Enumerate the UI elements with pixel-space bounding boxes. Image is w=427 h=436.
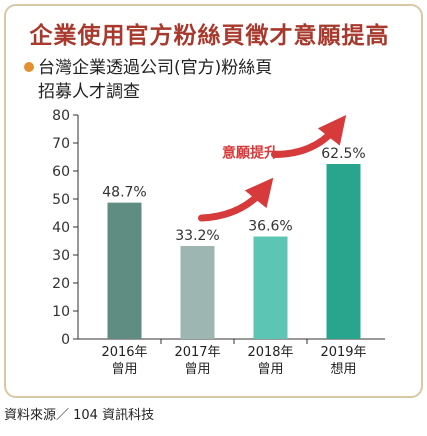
y-tick-label: 0 (61, 332, 70, 348)
x-tick-label-year: 2019年 (320, 345, 366, 360)
bar-value-label: 33.2% (175, 228, 219, 244)
source-note: 資料來源／ 104 資訊科技 (4, 408, 155, 423)
bar (253, 236, 288, 339)
bar-value-label: 62.5% (321, 146, 365, 162)
rise-arrow-icon (271, 115, 347, 159)
bar-value-label: 36.6% (248, 219, 292, 235)
x-tick-label-usage: 曾用 (111, 362, 137, 377)
x-tick-label-year: 2018年 (247, 345, 293, 360)
annotation-label: 意願提升 (222, 145, 278, 162)
bar-value-label: 48.7% (102, 185, 146, 201)
bullet-dot-icon (24, 62, 34, 72)
y-tick-label: 70 (52, 136, 70, 152)
subtitle-line-2: 招募人才調查 (38, 82, 140, 102)
y-tick-label: 50 (52, 192, 70, 208)
y-tick-label: 10 (52, 304, 70, 320)
y-tick-label: 60 (52, 164, 70, 180)
x-tick-label-year: 2016年 (101, 345, 147, 360)
x-tick-label-usage: 曾用 (184, 362, 210, 377)
bar (326, 164, 361, 339)
x-tick-label-year: 2017年 (174, 345, 220, 360)
x-tick-label-usage: 想用 (330, 361, 356, 377)
y-tick-label: 40 (52, 220, 70, 236)
chart-title: 企業使用官方粉絲頁徵才意願提高 (29, 22, 390, 49)
bar (180, 246, 215, 339)
x-tick-label-usage: 曾用 (257, 362, 283, 377)
chart-subtitle: 台灣企業透過公司(官方)粉絲頁 招募人才調查 (24, 56, 273, 104)
y-tick-label: 20 (52, 276, 70, 292)
y-tick-label: 30 (52, 248, 70, 264)
rise-arrow-icon (198, 177, 274, 222)
y-tick-label: 80 (52, 108, 70, 124)
subtitle-line-1: 台灣企業透過公司(官方)粉絲頁 (38, 58, 273, 78)
bar (107, 202, 142, 339)
